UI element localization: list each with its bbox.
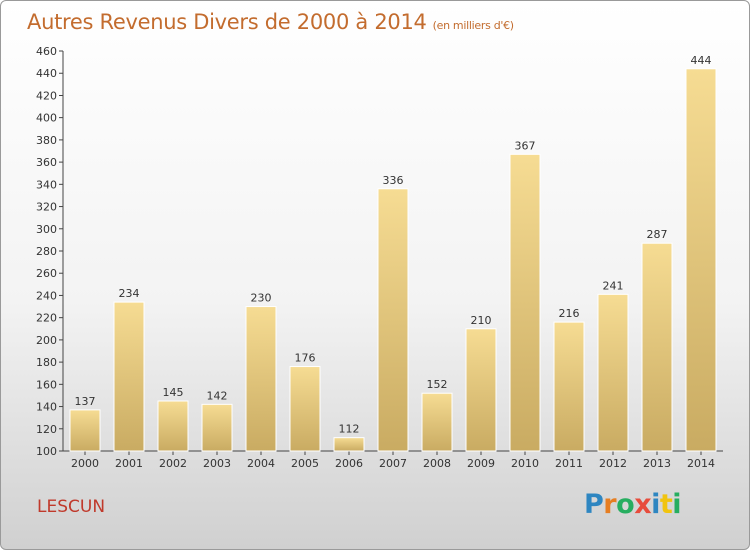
bar-2006 xyxy=(333,437,365,452)
y-tick-label: 340 xyxy=(36,178,57,191)
y-tick-label: 280 xyxy=(36,245,57,258)
logo-letter: o xyxy=(616,489,635,520)
x-tick-label: 2014 xyxy=(687,457,715,470)
bar-value-label: 287 xyxy=(647,228,668,241)
x-tick-label: 2007 xyxy=(379,457,407,470)
y-tick-label: 460 xyxy=(36,45,57,58)
bar-2003 xyxy=(201,403,233,452)
bar-value-label: 145 xyxy=(163,386,184,399)
x-tick-label: 2010 xyxy=(511,457,539,470)
bar-value-label: 176 xyxy=(295,352,316,365)
bar-value-label: 241 xyxy=(603,279,624,292)
location-label: LESCUN xyxy=(37,497,106,517)
y-tick-label: 140 xyxy=(36,401,57,414)
y-tick-label: 240 xyxy=(36,289,57,302)
y-tick-label: 420 xyxy=(36,89,57,102)
proxiti-logo: Proxiti xyxy=(584,489,682,520)
y-tick-label: 220 xyxy=(36,312,57,325)
bar-2010 xyxy=(509,153,541,452)
bar-2000 xyxy=(69,409,101,452)
y-tick-label: 360 xyxy=(36,156,57,169)
chart-title: Autres Revenus Divers de 2000 à 2014 (en … xyxy=(27,10,514,34)
y-tick-label: 440 xyxy=(36,67,57,80)
logo-letter: t xyxy=(659,489,673,520)
y-tick-label: 180 xyxy=(36,356,57,369)
bar-2004 xyxy=(245,306,277,452)
x-tick-label: 2013 xyxy=(643,457,671,470)
chart-title-text: Autres Revenus Divers de 2000 à 2014 xyxy=(27,10,427,34)
y-tick-label: 380 xyxy=(36,134,57,147)
bar-value-label: 234 xyxy=(119,287,140,300)
bar-value-label: 336 xyxy=(383,174,404,187)
y-tick-label: 400 xyxy=(36,112,57,125)
bar-value-label: 137 xyxy=(75,395,96,408)
x-tick-label: 2012 xyxy=(599,457,627,470)
y-tick-label: 200 xyxy=(36,334,57,347)
x-tick-label: 2002 xyxy=(159,457,187,470)
logo-letter: P xyxy=(584,489,604,520)
x-tick-label: 2008 xyxy=(423,457,451,470)
bar-value-label: 210 xyxy=(471,314,492,327)
bar-2007 xyxy=(377,188,409,452)
x-tick-label: 2004 xyxy=(247,457,275,470)
bar-2008 xyxy=(421,392,453,452)
x-tick-label: 2003 xyxy=(203,457,231,470)
bar-2013 xyxy=(641,242,673,452)
logo-letter: x xyxy=(634,489,652,520)
bar-2014 xyxy=(685,68,717,452)
bar-2009 xyxy=(465,328,497,452)
y-tick-label: 120 xyxy=(36,423,57,436)
y-axis: 100 120 140 160 180 200 220 240 260 280 300 320 340 3… xyxy=(36,45,64,458)
x-axis: 2000 2001 2002 2003 2004 2005 2006 2007 2008 2009… xyxy=(63,450,723,470)
x-tick-label: 2011 xyxy=(555,457,583,470)
bar-value-label: 152 xyxy=(427,378,448,391)
bar-value-label: 444 xyxy=(691,54,712,67)
y-tick-label: 100 xyxy=(36,445,57,458)
x-tick-label: 2006 xyxy=(335,457,363,470)
x-tick-label: 2001 xyxy=(115,457,143,470)
logo-letter: i xyxy=(651,489,660,520)
y-tick-label: 260 xyxy=(36,267,57,280)
bar-2002 xyxy=(157,400,189,452)
bar-value-label: 142 xyxy=(207,389,228,402)
chart-subtitle: (en milliers d'€) xyxy=(432,19,514,32)
bar-2011 xyxy=(553,321,585,452)
y-tick-label: 320 xyxy=(36,201,57,214)
bar-value-label: 216 xyxy=(559,307,580,320)
logo-letter: r xyxy=(603,489,617,520)
bar-2012 xyxy=(597,293,629,452)
y-tick-label: 300 xyxy=(36,223,57,236)
y-tick-label: 160 xyxy=(36,378,57,391)
bar-2001 xyxy=(113,301,145,452)
bar-value-label: 367 xyxy=(515,139,536,152)
logo-letter: i xyxy=(672,489,682,520)
bar-value-label: 230 xyxy=(251,292,272,305)
x-tick-label: 2000 xyxy=(71,457,99,470)
x-tick-label: 2005 xyxy=(291,457,319,470)
bars: 137 234 145 142 230 176 112 336 152 210 367 216 241 2… xyxy=(69,54,717,452)
bar-value-label: 112 xyxy=(339,423,360,436)
x-tick-label: 2009 xyxy=(467,457,495,470)
bar-2005 xyxy=(289,366,321,452)
